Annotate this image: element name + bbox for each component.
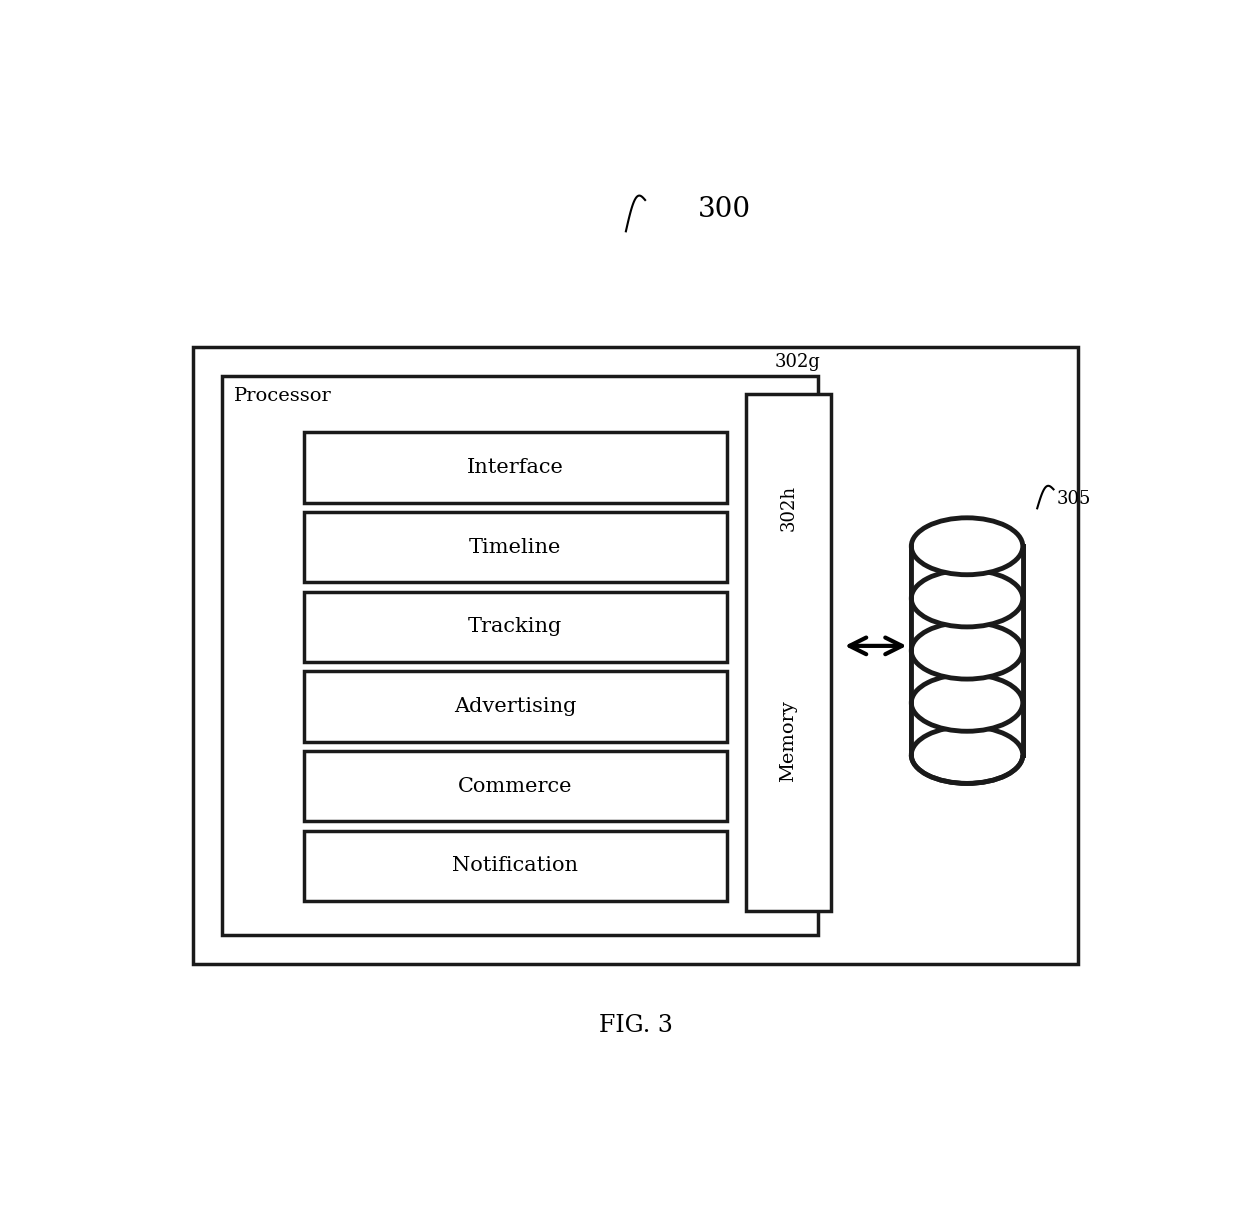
Text: Advertising: Advertising xyxy=(454,697,577,716)
Text: Memory: Memory xyxy=(779,700,797,782)
Text: 302g: 302g xyxy=(774,352,820,371)
Bar xyxy=(304,671,727,742)
Text: Notification: Notification xyxy=(453,856,578,876)
Ellipse shape xyxy=(911,517,1023,574)
Text: 300: 300 xyxy=(698,196,751,223)
Text: 305: 305 xyxy=(1056,490,1091,508)
Bar xyxy=(911,546,1023,755)
Text: Interface: Interface xyxy=(467,458,564,477)
Text: FIG. 3: FIG. 3 xyxy=(599,1014,672,1037)
Text: Timeline: Timeline xyxy=(469,537,562,557)
Bar xyxy=(304,513,727,583)
Bar xyxy=(304,830,727,901)
Bar xyxy=(746,394,831,912)
Bar xyxy=(304,432,727,503)
Text: Processor: Processor xyxy=(234,387,331,405)
Text: 302h: 302h xyxy=(779,485,797,531)
Bar xyxy=(304,752,727,822)
Text: Tracking: Tracking xyxy=(469,617,563,637)
Ellipse shape xyxy=(911,727,1023,784)
Text: Commerce: Commerce xyxy=(458,776,573,796)
Ellipse shape xyxy=(911,570,1023,627)
Ellipse shape xyxy=(911,622,1023,679)
Ellipse shape xyxy=(911,674,1023,732)
Bar xyxy=(222,376,818,935)
Bar xyxy=(304,591,727,662)
Bar xyxy=(193,347,1078,963)
